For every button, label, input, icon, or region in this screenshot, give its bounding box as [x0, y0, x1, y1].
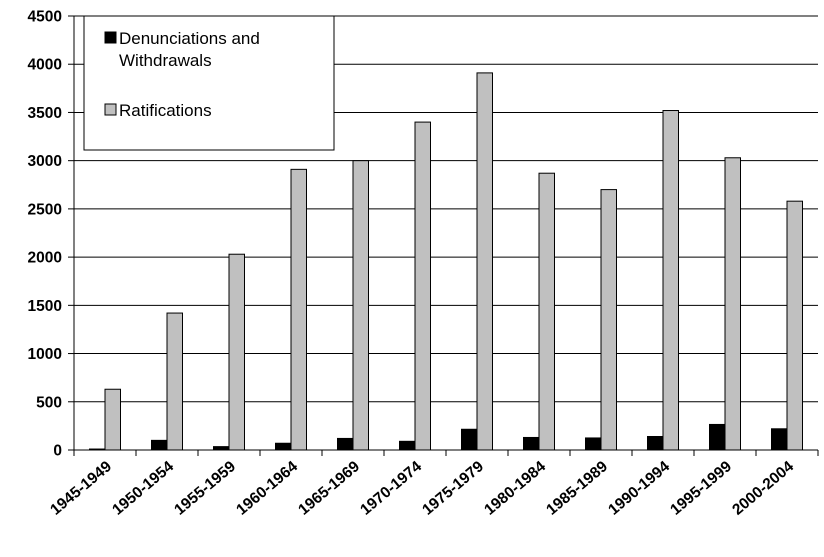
x-tick-label: 2000-2004 [729, 458, 797, 519]
legend-label-denunciations: Denunciations and [119, 29, 260, 48]
y-tick-label: 1500 [28, 298, 62, 315]
bar-denunciations [585, 437, 602, 451]
bar-denunciations [771, 428, 788, 451]
x-tick-label: 1970-1974 [357, 458, 425, 519]
bar-denunciations [337, 437, 354, 451]
legend-label-ratifications: Ratifications [119, 101, 212, 120]
bar-ratifications [786, 200, 803, 451]
legend-swatch-denunciations [104, 31, 117, 44]
legend-label-denunciations: Withdrawals [119, 51, 212, 70]
bar-denunciations [461, 428, 478, 451]
y-tick-labels: 0 500 1000 1500 2000 2500 3000 3500 4000 4500 [28, 9, 62, 460]
x-tick-labels: 1945-19491950-19541955-19591960-19641965… [47, 458, 797, 519]
bar-ratifications [600, 189, 617, 451]
legend-swatch-ratifications [104, 103, 117, 116]
y-tick-label: 0 [53, 443, 62, 460]
bar-ratifications [228, 253, 245, 451]
bar-ratifications [352, 160, 369, 451]
legend: Denunciations and Withdrawals Ratification… [83, 15, 335, 151]
x-tick-label: 1960-1964 [233, 458, 301, 519]
x-tick-label: 1995-1999 [667, 458, 735, 519]
bar-ratifications [414, 121, 431, 451]
y-tick-label: 2500 [28, 201, 62, 218]
legend-box [83, 15, 335, 151]
bar-ratifications [662, 110, 679, 451]
bar-denunciations [213, 446, 230, 451]
bar-ratifications [290, 168, 307, 451]
bar-denunciations [647, 435, 664, 451]
bar-denunciations [151, 439, 168, 451]
x-tick-label: 1955-1959 [171, 458, 239, 519]
bars [89, 72, 803, 451]
y-tick-label: 2000 [28, 250, 62, 267]
x-tick-label: 1945-1949 [47, 458, 115, 519]
y-tick-label: 500 [36, 394, 62, 411]
x-tick-label: 1985-1989 [543, 458, 611, 519]
x-tick-label: 1975-1979 [419, 458, 487, 519]
x-tick-label: 1990-1994 [605, 458, 673, 519]
bar-denunciations [275, 442, 292, 451]
bar-denunciations [399, 440, 416, 451]
y-tick-label: 3500 [28, 105, 62, 122]
bar-ratifications [724, 157, 741, 451]
y-tick-label: 1000 [28, 346, 62, 363]
axes [68, 15, 819, 456]
x-tick-label: 1950-1954 [109, 458, 177, 519]
x-tick-label: 1965-1969 [295, 458, 363, 519]
bar-denunciations [709, 423, 726, 451]
y-tick-label: 3000 [28, 153, 62, 170]
bar-denunciations [523, 436, 540, 451]
y-tick-label: 4000 [28, 57, 62, 74]
bar-ratifications [476, 72, 493, 451]
bar-ratifications [166, 312, 183, 451]
bar-ratifications [538, 172, 555, 451]
x-tick-label: 1980-1984 [481, 458, 549, 519]
bar-ratifications [104, 388, 121, 451]
y-tick-label: 4500 [28, 9, 62, 26]
